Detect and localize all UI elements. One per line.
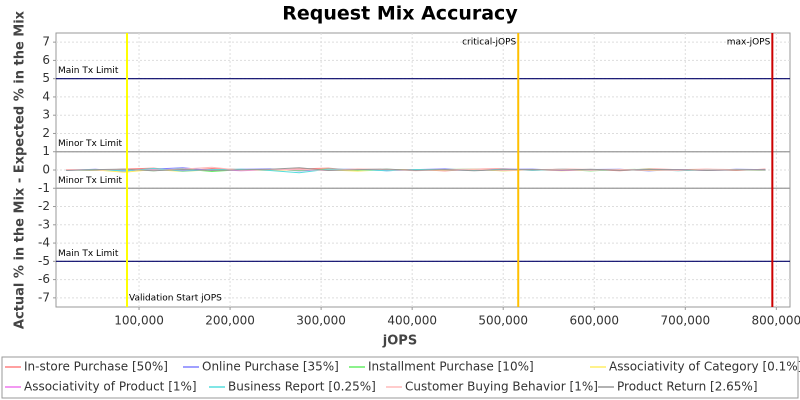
legend-label: Business Report [0.25%] bbox=[228, 380, 376, 394]
y-tick-label: -7 bbox=[38, 290, 50, 304]
y-axis-label: Actual % in the Mix - Expected % in the … bbox=[13, 10, 28, 329]
y-tick-label: 4 bbox=[42, 89, 50, 103]
legend-box bbox=[1, 356, 799, 399]
y-tick-label: 5 bbox=[42, 71, 50, 85]
marker-label: max-jOPS bbox=[727, 38, 771, 48]
legend-label: Associativity of Product [1%] bbox=[24, 380, 197, 394]
chart-title: Request Mix Accuracy bbox=[282, 3, 518, 25]
y-tick-label: -5 bbox=[38, 254, 50, 268]
series-line bbox=[66, 167, 766, 172]
limit-label: Minor Tx Limit bbox=[58, 176, 123, 186]
y-tick-label: -2 bbox=[38, 199, 50, 213]
y-tick-label: 7 bbox=[42, 35, 50, 49]
marker-label: critical-jOPS bbox=[462, 38, 516, 48]
x-tick-label: 500,000 bbox=[478, 314, 528, 328]
y-tick-label: 3 bbox=[42, 108, 50, 122]
legend-label: Customer Buying Behavior [1%] bbox=[405, 380, 598, 394]
limit-label: Main Tx Limit bbox=[58, 66, 119, 76]
legend-label: Associativity of Category [0.1%] bbox=[609, 360, 800, 374]
x-tick-label: 200,000 bbox=[205, 314, 255, 328]
x-tick-label: 700,000 bbox=[660, 314, 710, 328]
limit-label: Main Tx Limit bbox=[58, 249, 119, 259]
x-tick-label: 600,000 bbox=[569, 314, 619, 328]
x-tick-label: 800,000 bbox=[752, 314, 800, 328]
legend-label: In-store Purchase [50%] bbox=[24, 360, 168, 374]
y-tick-label: -1 bbox=[38, 181, 50, 195]
y-tick-label: -4 bbox=[38, 236, 50, 250]
y-tick-label: -6 bbox=[38, 272, 50, 286]
y-tick-label: 1 bbox=[42, 144, 50, 158]
x-axis-label: jOPS bbox=[382, 334, 417, 349]
legend-label: Installment Purchase [10%] bbox=[368, 360, 534, 374]
y-tick-label: 2 bbox=[42, 126, 50, 140]
marker-label: Validation Start jOPS bbox=[129, 294, 222, 304]
legend-label: Product Return [2.65%] bbox=[617, 380, 758, 394]
x-tick-label: 300,000 bbox=[296, 314, 346, 328]
y-tick-label: 6 bbox=[42, 53, 50, 67]
limit-label: Minor Tx Limit bbox=[58, 139, 123, 149]
y-tick-label: 0 bbox=[42, 163, 50, 177]
y-tick-label: -3 bbox=[38, 217, 50, 231]
x-tick-label: 100,000 bbox=[114, 314, 164, 328]
x-tick-label: 400,000 bbox=[387, 314, 437, 328]
legend-label: Online Purchase [35%] bbox=[202, 360, 339, 374]
